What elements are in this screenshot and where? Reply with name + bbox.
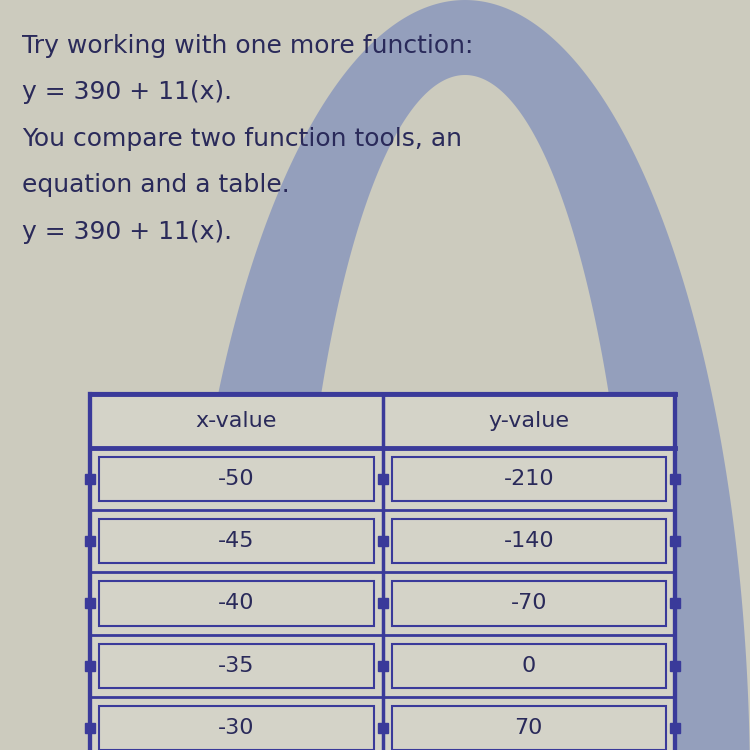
Bar	[392, 457, 666, 501]
Text: -50: -50	[218, 469, 254, 489]
Bar	[99, 457, 374, 501]
Text: -35: -35	[218, 656, 254, 676]
Text: -140: -140	[503, 531, 554, 551]
Text: -210: -210	[503, 469, 554, 489]
Bar	[99, 581, 374, 626]
Bar	[99, 644, 374, 688]
Text: y-value: y-value	[488, 411, 569, 430]
Bar	[392, 581, 666, 626]
Text: 0: 0	[522, 656, 536, 676]
Text: You compare two function tools, an: You compare two function tools, an	[22, 127, 463, 151]
Polygon shape	[180, 0, 750, 750]
Text: -45: -45	[218, 531, 254, 551]
Text: -30: -30	[218, 718, 254, 738]
Text: -70: -70	[511, 593, 547, 613]
Text: y = 390 + 11(x).: y = 390 + 11(x).	[22, 80, 233, 104]
Bar	[392, 644, 666, 688]
Bar	[90, 394, 675, 750]
Text: 70: 70	[514, 718, 543, 738]
Text: y = 390 + 11(x).: y = 390 + 11(x).	[22, 220, 233, 244]
Text: -40: -40	[218, 593, 254, 613]
Text: equation and a table.: equation and a table.	[22, 173, 290, 197]
Bar	[392, 706, 666, 750]
Bar	[99, 706, 374, 750]
Bar	[392, 519, 666, 563]
Text: x-value: x-value	[196, 411, 277, 430]
Bar	[99, 519, 374, 563]
Text: Try working with one more function:: Try working with one more function:	[22, 34, 474, 58]
